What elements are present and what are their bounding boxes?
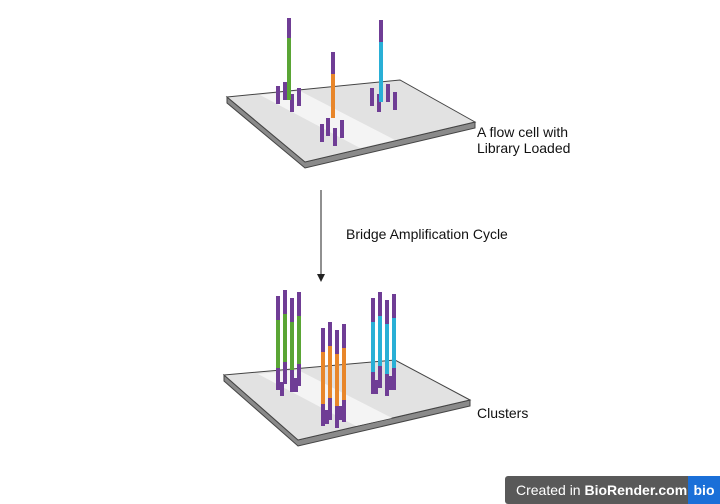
strand-segment: [331, 74, 335, 118]
strand-segment: [339, 406, 343, 420]
strand-segment: [342, 400, 346, 422]
strand-segment: [335, 330, 339, 354]
strand-segment: [290, 322, 294, 370]
strand-segment: [385, 374, 389, 396]
strand-segment: [331, 52, 335, 74]
strand-segment: [297, 364, 301, 386]
strand-segment: [378, 366, 382, 388]
label-line: Library Loaded: [477, 140, 570, 156]
flow-cells: [222, 79, 477, 447]
strand-segment: [287, 18, 291, 38]
strand-segment: [378, 292, 382, 316]
strand-segment: [328, 322, 332, 346]
badge-text: Created in BioRender.com: [516, 482, 687, 498]
strand-segment: [335, 354, 339, 406]
arrow-head: [317, 274, 325, 282]
strand-segment: [388, 376, 392, 390]
strand-segment: [342, 324, 346, 348]
strand-segment: [392, 368, 396, 390]
label-line: A flow cell with: [477, 124, 568, 140]
strand-segment: [333, 128, 337, 146]
badge-prefix: Created in: [516, 482, 581, 498]
strand-segment: [290, 370, 294, 392]
strand-segment: [276, 296, 280, 320]
strand-segment: [342, 348, 346, 400]
strand-segment: [392, 318, 396, 368]
strand-segment: [378, 316, 382, 366]
strand-segment: [379, 42, 383, 102]
strand-segment: [283, 82, 287, 100]
badge-bg: [505, 476, 720, 504]
strand-segment: [386, 84, 390, 102]
strand-segment: [276, 86, 280, 104]
strand-segment: [328, 346, 332, 398]
clusters-label: Clusters: [477, 405, 528, 421]
strand-segment: [287, 38, 291, 100]
strand-segment: [297, 316, 301, 364]
strand-segment: [374, 380, 378, 394]
strand-segment: [290, 94, 294, 112]
strands: [276, 18, 397, 428]
strand-segment: [321, 404, 325, 426]
strand-segment: [370, 88, 374, 106]
badge-brand: BioRender.com: [584, 482, 687, 498]
strand-segment: [276, 368, 280, 390]
strand-segment: [340, 120, 344, 138]
badge-logo: bio: [694, 482, 715, 498]
strand-segment: [328, 398, 332, 420]
strand-segment: [290, 298, 294, 322]
strand-segment: [393, 92, 397, 110]
strand-segment: [294, 378, 298, 392]
strand-segment: [283, 314, 287, 362]
strand-segment: [320, 124, 324, 142]
strand-segment: [321, 352, 325, 404]
strand-segment: [276, 320, 280, 368]
strand-segment: [379, 20, 383, 42]
strand-segment: [297, 88, 301, 106]
strand-segment: [392, 294, 396, 318]
strand-segment: [371, 322, 375, 372]
badge[interactable]: Created in BioRender.com bio: [505, 476, 720, 504]
strand-segment: [325, 410, 329, 424]
strand-segment: [283, 362, 287, 384]
strand-segment: [385, 300, 389, 324]
strand-segment: [321, 328, 325, 352]
strand-segment: [371, 372, 375, 394]
flow-cell-label: A flow cell with Library Loaded: [477, 124, 572, 156]
strand-segment: [371, 298, 375, 322]
cycle-label: Bridge Amplification Cycle: [346, 226, 508, 242]
strand-segment: [385, 324, 389, 374]
strand-segment: [326, 118, 330, 136]
strand-segment: [335, 406, 339, 428]
strand-segment: [377, 94, 381, 112]
badge-logo-bg: [688, 476, 720, 504]
strand-segment: [280, 382, 284, 396]
strand-segment: [283, 290, 287, 314]
strand-segment: [297, 292, 301, 316]
